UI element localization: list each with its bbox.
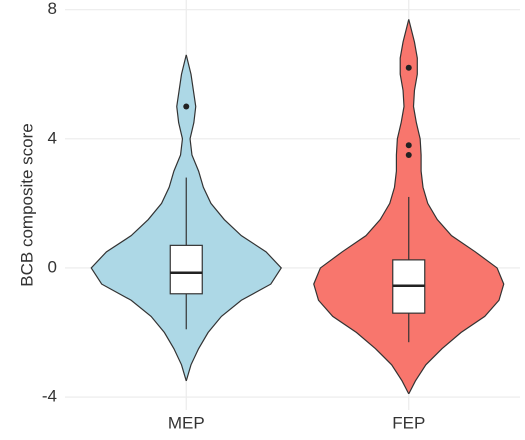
outlier [405, 64, 412, 71]
x-tick-label: MEP [168, 413, 205, 432]
x-tick-label: FEP [392, 413, 425, 432]
outlier [183, 103, 190, 110]
violin-outline [185, 54, 283, 382]
violin-outline [90, 54, 187, 382]
outlier [405, 151, 412, 158]
violin-outline [408, 19, 505, 395]
violin-outline [313, 19, 410, 395]
y-axis-label: BCB composite score [17, 123, 36, 286]
y-tick-label: 0 [48, 257, 57, 276]
y-tick-label: -4 [42, 387, 57, 406]
y-tick-label: 4 [48, 128, 57, 147]
outlier [405, 142, 412, 149]
y-tick-label: 8 [48, 0, 57, 18]
box [169, 244, 203, 295]
